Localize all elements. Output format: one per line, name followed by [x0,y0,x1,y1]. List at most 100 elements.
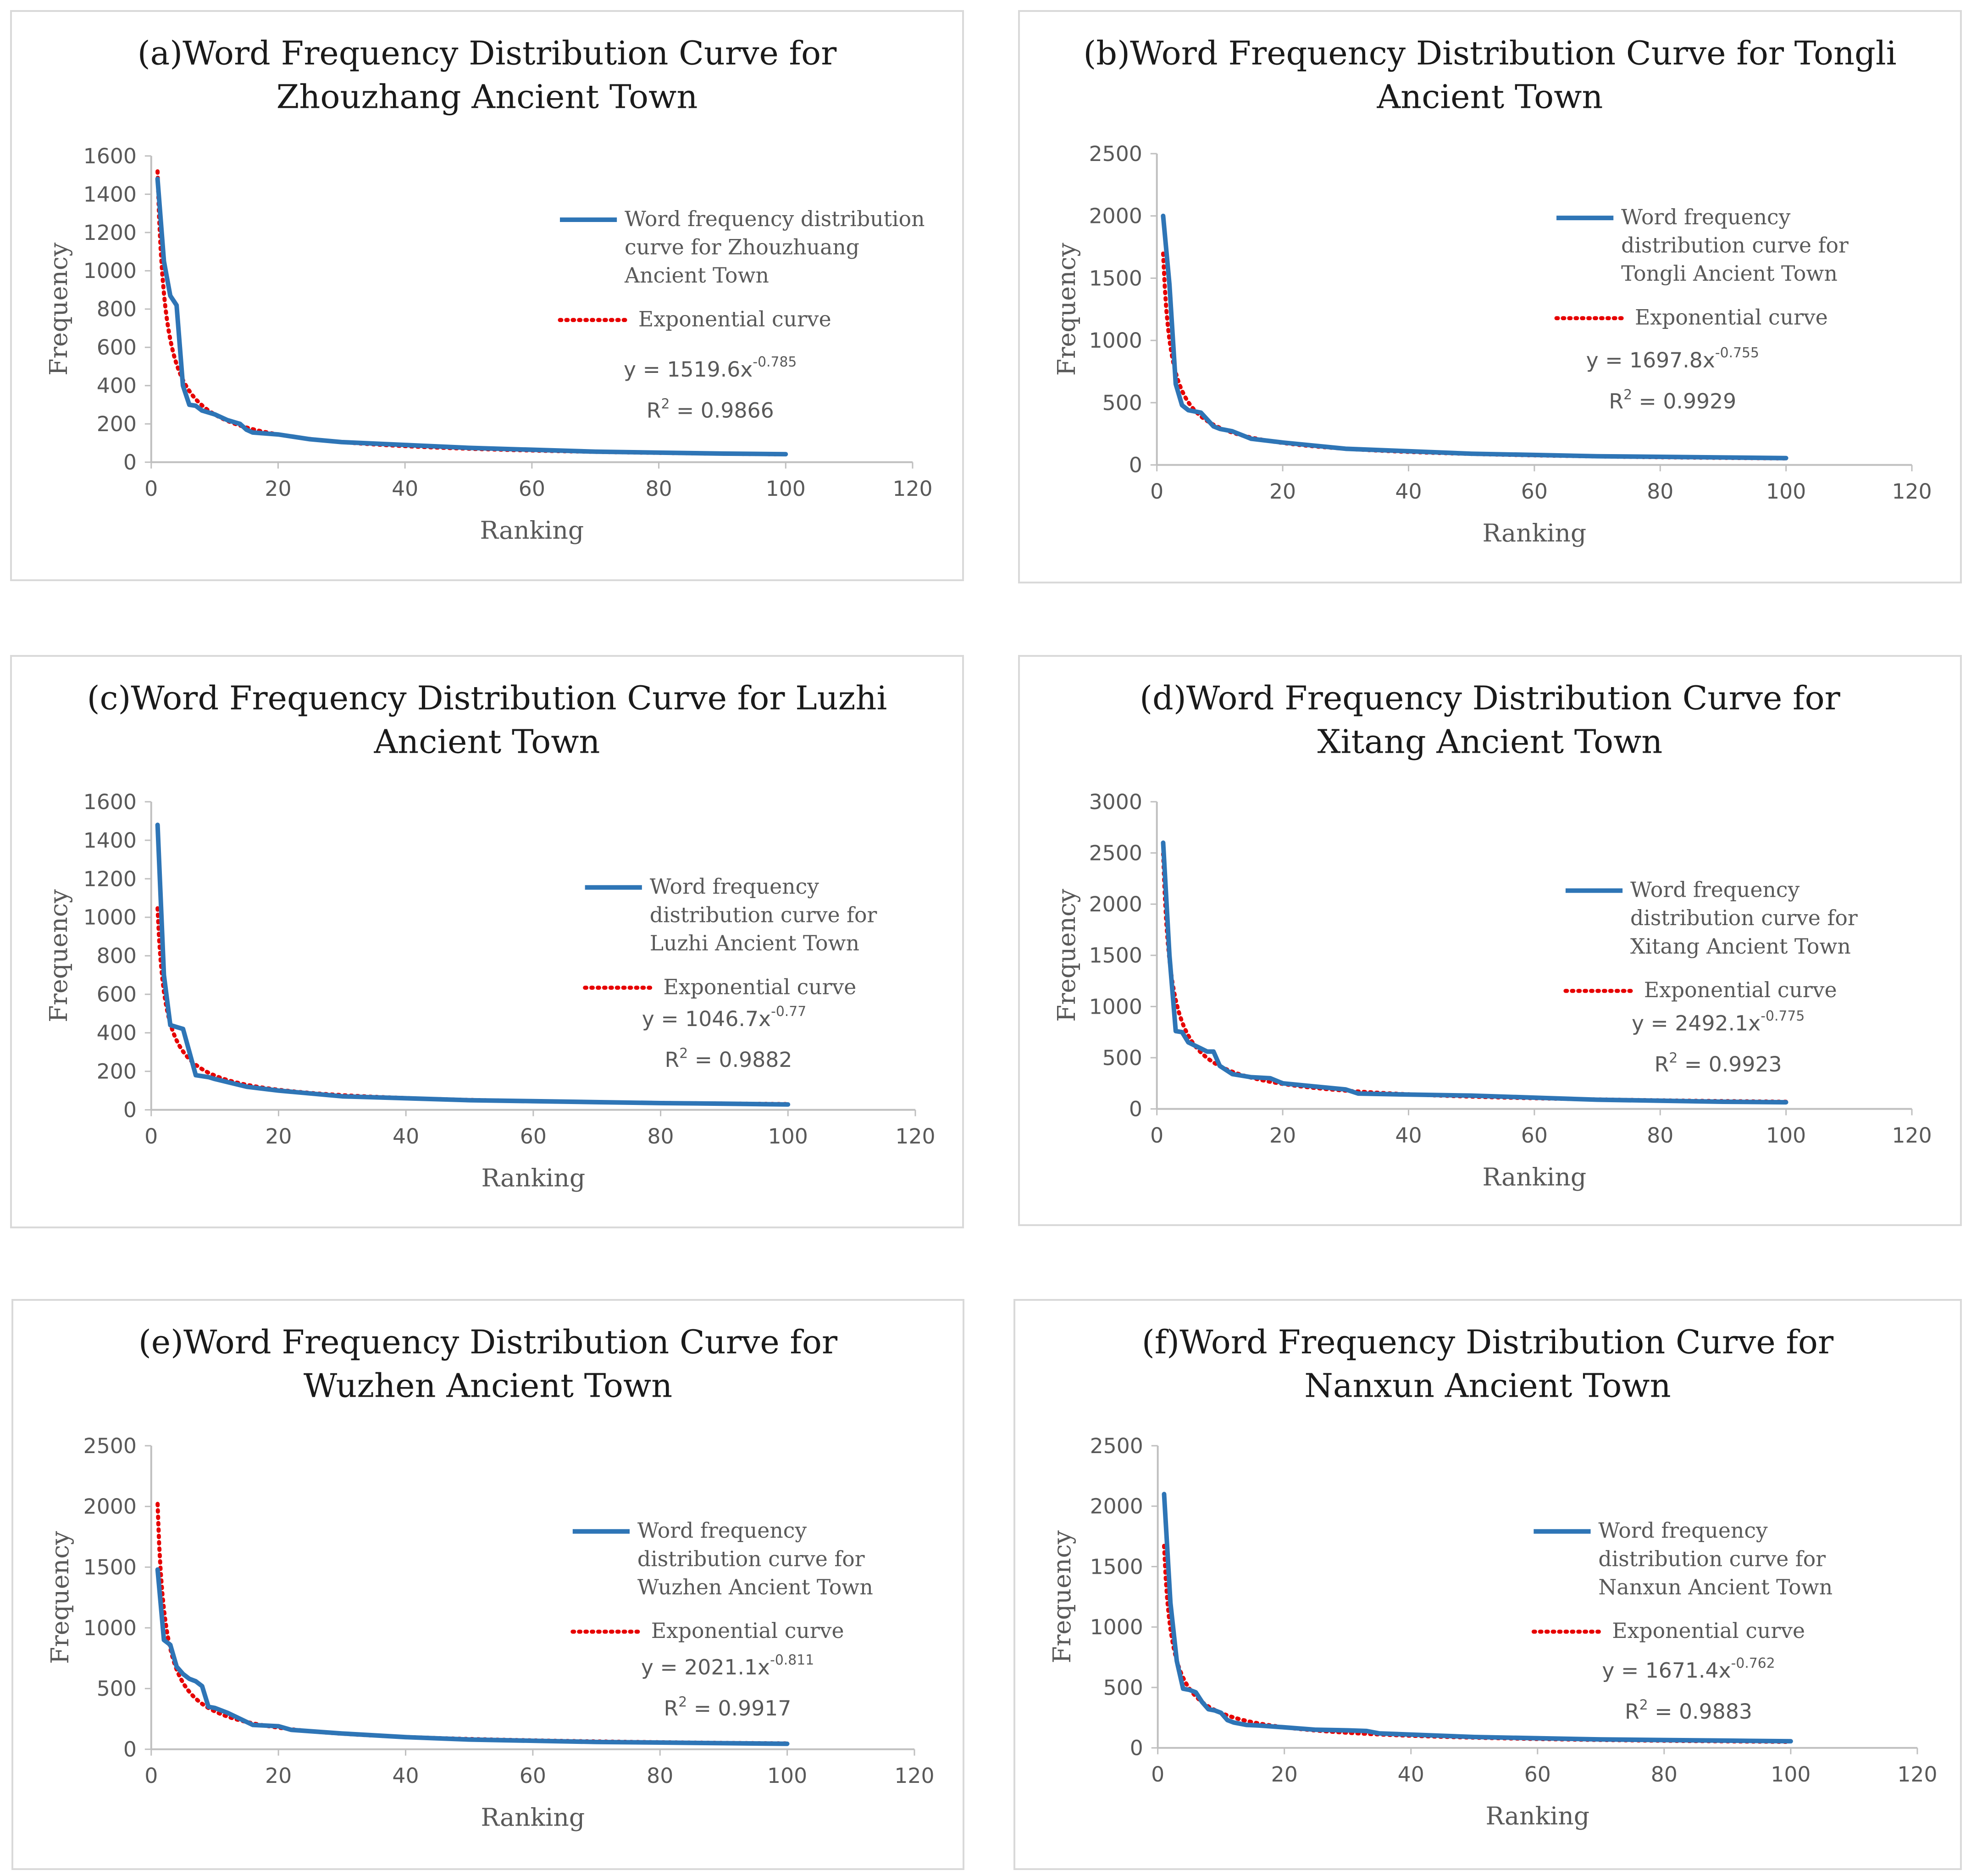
chart-title-line: Xitang Ancient Town [1318,723,1663,761]
chart-panel-d: (d)Word Frequency Distribution Curve for… [1018,655,1962,1226]
legend-fit-label: Exponential curve [651,1619,844,1643]
y-tick-label: 1400 [83,828,137,853]
legend-series-label: Tongli Ancient Town [1621,261,1838,286]
y-tick-label: 0 [123,1737,137,1762]
y-tick-label: 1500 [83,1555,137,1580]
y-tick-label: 2000 [1090,1494,1143,1519]
y-tick-label: 2000 [1089,204,1142,228]
legend-series-label: distribution curve for [637,1547,865,1571]
fit-r-squared: R2 = 0.9929 [1609,387,1736,414]
x-tick-label: 40 [1395,1123,1422,1148]
y-axis-label: Frequency [44,889,73,1022]
x-tick-label: 120 [894,1764,934,1788]
y-tick-label: 2000 [1089,892,1142,916]
fit-equation-main: y = 2021.1x [641,1655,770,1680]
y-tick-label: 3000 [1089,790,1142,814]
fit-equation: y = 2492.1x-0.775 [1632,1008,1805,1036]
chart-title-line: (f)Word Frequency Distribution Curve for [1142,1323,1834,1361]
x-tick-label: 60 [520,1124,547,1149]
y-axis-label: Frequency [44,242,73,376]
x-tick-label: 60 [520,1764,546,1788]
chart-svg: (b)Word Frequency Distribution Curve for… [1052,34,1932,547]
chart-panel-a: (a)Word Frequency Distribution Curve for… [10,10,964,581]
y-tick-label: 0 [1129,453,1142,477]
x-tick-label: 120 [1892,1123,1932,1148]
y-tick-label: 1000 [83,905,137,930]
series-line [155,177,788,457]
y-tick-label: 0 [123,450,137,475]
x-tick-label: 20 [1269,1123,1296,1148]
y-tick-label: 1600 [83,144,137,168]
y-tick-label: 1500 [1089,944,1142,968]
series-line [1161,840,1788,1105]
x-tick-label: 120 [1892,479,1932,504]
series-line [155,1567,790,1746]
x-tick-label: 100 [1766,1123,1806,1148]
y-tick-label: 2500 [1089,142,1142,166]
y-axis-label: Frequency [45,1531,74,1664]
legend-fit-label: Exponential curve [1612,1619,1805,1643]
legend-series-label: Word frequency [1630,878,1799,902]
x-tick-label: 100 [766,477,806,501]
chart-svg: (c)Word Frequency Distribution Curve for… [44,679,936,1193]
chart-svg: (f)Word Frequency Distribution Curve for… [1047,1323,1938,1830]
x-tick-label: 0 [1150,479,1163,504]
legend-series-label: Word frequency [1598,1519,1767,1543]
chart-svg: (d)Word Frequency Distribution Curve for… [1052,679,1932,1191]
legend-series-label: curve for Zhouzhuang [625,235,859,260]
y-tick-label: 500 [97,1676,137,1701]
legend-series-label: distribution curve for [1630,906,1858,930]
x-tick-label: 60 [519,477,545,501]
chart-panel-c: (c)Word Frequency Distribution Curve for… [10,655,964,1228]
x-axis-label: Ranking [481,1164,585,1193]
chart-svg: (a)Word Frequency Distribution Curve for… [44,34,933,545]
legend-series-label: Word frequency [637,1519,807,1543]
fit-equation: y = 2021.1x-0.811 [641,1652,814,1680]
x-tick-label: 100 [1766,479,1806,504]
x-tick-label: 40 [392,477,418,501]
x-tick-label: 0 [144,1764,158,1788]
legend-series-label: Wuzhen Ancient Town [637,1575,873,1599]
fit-equation-exponent: -0.755 [1715,345,1759,361]
fit-equation: y = 1519.6x-0.785 [624,354,797,382]
legend-series-label: distribution curve for [650,903,877,927]
chart-svg: (e)Word Frequency Distribution Curve for… [45,1323,935,1832]
x-axis-label: Ranking [480,516,584,545]
x-tick-label: 100 [768,1124,808,1149]
y-tick-label: 1200 [83,867,137,891]
y-tick-label: 0 [1129,1097,1142,1121]
chart-panel-e: (e)Word Frequency Distribution Curve for… [11,1299,964,1870]
fit-r-squared: R2 = 0.9883 [1625,1697,1752,1724]
fit-equation: y = 1671.4x-0.762 [1602,1655,1775,1683]
fit-equation-exponent: -0.762 [1731,1655,1775,1671]
x-tick-label: 20 [265,477,291,501]
x-tick-label: 40 [393,1124,419,1149]
chart-title-line: (d)Word Frequency Distribution Curve for [1140,679,1840,717]
x-tick-label: 0 [1150,1123,1163,1148]
legend: Word frequency distribution curve for Xita… [1563,878,1858,1002]
x-tick-label: 0 [1151,1762,1164,1787]
x-tick-label: 40 [1398,1762,1424,1787]
x-tick-label: 120 [1897,1762,1937,1787]
fit-equation-exponent: -0.811 [770,1652,814,1668]
y-tick-label: 500 [1102,391,1142,415]
x-tick-label: 60 [1524,1762,1551,1787]
legend-series-label: Word frequency distribution [625,207,925,231]
legend-series-label: distribution curve for [1621,233,1849,258]
chart-title-line: (c)Word Frequency Distribution Curve for… [87,679,887,717]
y-tick-label: 0 [1130,1736,1143,1760]
y-tick-label: 500 [1103,1676,1143,1700]
x-tick-label: 40 [1395,479,1422,504]
legend-series-label: Word frequency [650,875,819,899]
y-tick-label: 2500 [1089,841,1142,865]
y-tick-label: 800 [97,944,137,968]
x-tick-label: 20 [265,1764,292,1788]
y-tick-label: 800 [97,297,137,322]
x-tick-label: 80 [647,1124,674,1149]
y-tick-label: 1500 [1089,266,1142,290]
y-tick-label: 600 [97,335,137,360]
x-tick-label: 80 [1647,1123,1673,1148]
fit-equation-main: y = 1046.7x [642,1007,771,1031]
fit-equation-exponent: -0.77 [771,1004,806,1020]
legend-fit-label: Exponential curve [664,975,857,999]
